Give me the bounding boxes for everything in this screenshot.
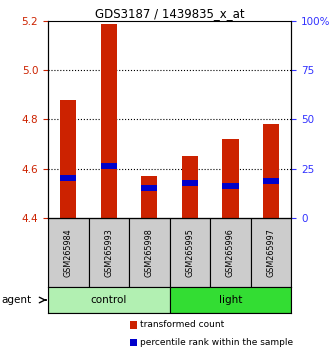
Bar bbox=[60, 175, 76, 182]
Text: GSM265996: GSM265996 bbox=[226, 228, 235, 276]
Text: light: light bbox=[219, 295, 242, 305]
Bar bbox=[48, 218, 88, 287]
Text: control: control bbox=[91, 295, 127, 305]
Bar bbox=[222, 183, 239, 189]
Bar bbox=[263, 124, 279, 218]
Text: GSM265984: GSM265984 bbox=[64, 228, 73, 276]
Bar bbox=[263, 178, 279, 184]
Text: percentile rank within the sample: percentile rank within the sample bbox=[140, 338, 293, 347]
Text: GSM265997: GSM265997 bbox=[266, 228, 275, 277]
Text: GSM265993: GSM265993 bbox=[104, 228, 113, 276]
Bar bbox=[60, 100, 76, 218]
Bar bbox=[48, 287, 169, 313]
Text: agent: agent bbox=[2, 295, 32, 305]
Bar bbox=[129, 218, 169, 287]
Bar bbox=[141, 176, 158, 218]
Title: GDS3187 / 1439835_x_at: GDS3187 / 1439835_x_at bbox=[95, 7, 245, 20]
Bar bbox=[101, 163, 117, 169]
Bar bbox=[169, 218, 210, 287]
Bar bbox=[222, 139, 239, 218]
Bar bbox=[182, 180, 198, 187]
Bar bbox=[210, 218, 251, 287]
Bar bbox=[141, 185, 158, 191]
Text: transformed count: transformed count bbox=[140, 320, 224, 329]
Bar bbox=[169, 287, 291, 313]
Text: GSM265998: GSM265998 bbox=[145, 228, 154, 276]
Bar bbox=[88, 218, 129, 287]
Bar bbox=[251, 218, 291, 287]
Bar bbox=[101, 24, 117, 218]
Text: GSM265995: GSM265995 bbox=[185, 228, 194, 277]
Bar bbox=[182, 156, 198, 218]
